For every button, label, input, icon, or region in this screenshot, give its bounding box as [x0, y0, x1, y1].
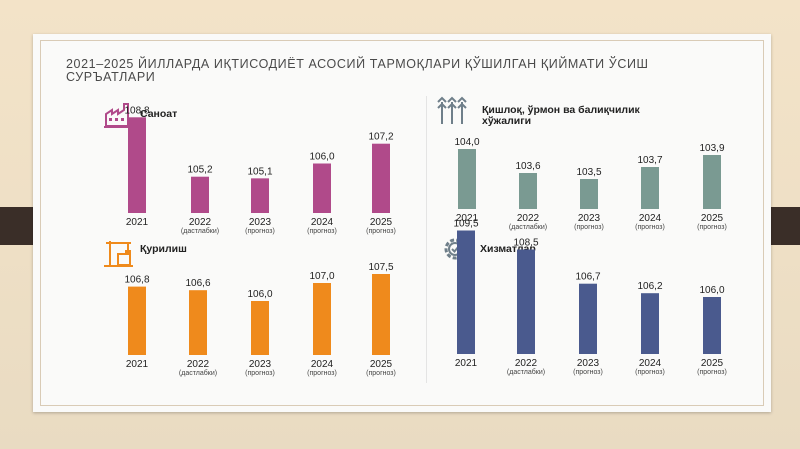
- bar: [641, 293, 659, 354]
- panel-divider: [426, 96, 427, 383]
- bar-value-label: 106,2: [637, 281, 662, 292]
- bar: [703, 155, 721, 209]
- x-tick-label: 2025: [370, 359, 393, 370]
- x-tick-note: (прогноз): [307, 228, 337, 235]
- x-tick-label: 2023: [249, 359, 272, 370]
- card-border: [40, 40, 764, 406]
- factory-icon: [104, 100, 134, 130]
- chart-title: Хизматлар: [480, 243, 536, 255]
- bar-value-label: 106,6: [185, 278, 210, 289]
- bar-value-label: 107,2: [368, 132, 393, 143]
- bar: [458, 149, 476, 209]
- bar-value-label: 103,6: [515, 161, 540, 172]
- chart-title: Саноат: [140, 108, 178, 120]
- x-tick-label: 2024: [639, 358, 662, 369]
- bar-value-label: 109,5: [453, 219, 478, 230]
- bar-value-label: 107,5: [368, 262, 393, 273]
- x-tick-label: 2022: [515, 358, 538, 369]
- x-tick-note: (прогноз): [573, 369, 603, 376]
- bar: [372, 143, 390, 213]
- bar: [251, 301, 269, 355]
- x-tick-note: (дастлабки): [179, 369, 217, 377]
- x-tick-note: (дастлабки): [181, 227, 219, 235]
- x-tick-label: 2024: [639, 213, 662, 224]
- bar-value-label: 103,7: [637, 155, 662, 166]
- x-tick-label: 2021: [456, 213, 479, 224]
- bar-value-label: 106,0: [247, 289, 272, 300]
- x-tick-label: 2022: [517, 213, 540, 224]
- x-tick-label: 2023: [578, 213, 601, 224]
- x-tick-note: (прогноз): [307, 370, 337, 377]
- page-title: 2021–2025 ЙИЛЛАРДА ИҚТИСОДИЁТ АСОСИЙ ТАР…: [66, 57, 649, 84]
- x-tick-label: 2023: [577, 358, 600, 369]
- crane-icon: [104, 238, 134, 268]
- construction-chart-panel: Қурилиш 106,8 2021 106,6 2022 (дастлабки) 106…: [100, 238, 410, 380]
- x-tick-note: (дастлабки): [509, 223, 547, 231]
- bar-chart: 106,82021106,62022(дастлабки)106,02023(п…: [124, 262, 396, 377]
- x-tick-label: 2021: [126, 217, 149, 228]
- bar-chart: 104,02021103,62022(дастлабки)103,52023(п…: [454, 137, 727, 231]
- bar-value-label: 108,8: [124, 105, 149, 116]
- bar: [313, 283, 331, 355]
- bar-value-label: 108,5: [513, 238, 538, 249]
- bar-value-label: 105,2: [187, 165, 212, 176]
- chart-title: Қишлоқ, ўрмон ва балиқчилик хўжалиги: [482, 104, 640, 127]
- bar: [313, 163, 331, 213]
- x-tick-label: 2025: [370, 217, 393, 228]
- bar: [189, 290, 207, 355]
- x-tick-note: (прогноз): [697, 224, 727, 231]
- x-tick-label: 2025: [701, 213, 724, 224]
- x-tick-note: (прогноз): [574, 224, 604, 231]
- x-tick-label: 2021: [126, 359, 149, 370]
- bar: [457, 230, 475, 354]
- x-tick-note: (прогноз): [245, 228, 275, 235]
- bar-value-label: 107,0: [309, 271, 334, 282]
- bar-value-label: 103,9: [699, 143, 724, 154]
- bar: [579, 283, 597, 354]
- bar-value-label: 104,0: [454, 137, 479, 148]
- bar: [191, 176, 209, 213]
- industry-chart-panel: Саноат 108,8 2021 105,2 2022 (дастлабки) 105,…: [100, 100, 410, 380]
- bar: [641, 167, 659, 209]
- bar-chart: 109,52021108,52022(дастлабки)106,72023(п…: [453, 219, 727, 377]
- agriculture-chart-panel: Қишлоқ, ўрмон ва балиқчилик хўжалиги 104…: [436, 96, 746, 380]
- x-tick-note: (прогноз): [635, 369, 665, 376]
- bar: [517, 249, 535, 354]
- bar: [703, 297, 721, 354]
- x-tick-note: (прогноз): [635, 224, 665, 231]
- services-chart-panel: Хизматлар 109,5 2021 108,5 2022 (дастлабки) 1…: [436, 219, 746, 380]
- x-tick-label: 2021: [455, 358, 478, 369]
- bar-value-label: 106,8: [124, 275, 149, 286]
- bar: [128, 286, 146, 355]
- x-tick-note: (прогноз): [697, 369, 727, 376]
- bar: [251, 178, 269, 213]
- wheat-icon: [436, 96, 467, 126]
- bar: [519, 173, 537, 209]
- x-tick-note: (прогноз): [366, 370, 396, 377]
- x-tick-label: 2024: [311, 359, 334, 370]
- x-tick-label: 2024: [311, 217, 334, 228]
- bar-value-label: 106,0: [309, 152, 334, 163]
- bar-value-label: 106,0: [699, 285, 724, 296]
- x-tick-note: (дастлабки): [507, 368, 545, 376]
- x-tick-note: (прогноз): [245, 370, 275, 377]
- bar-chart: 108,82021105,22022(дастлабки)105,12023(п…: [124, 105, 396, 235]
- x-tick-label: 2025: [701, 358, 724, 369]
- bar-value-label: 106,7: [575, 272, 600, 283]
- bar: [580, 179, 598, 209]
- x-tick-label: 2022: [189, 217, 212, 228]
- x-tick-label: 2022: [187, 359, 210, 370]
- x-tick-note: (прогноз): [366, 228, 396, 235]
- bar: [372, 274, 390, 355]
- x-tick-label: 2023: [249, 217, 272, 228]
- chart-title: Қурилиш: [140, 243, 187, 255]
- bar-value-label: 105,1: [247, 166, 272, 177]
- bar-value-label: 103,5: [576, 167, 601, 178]
- bar: [128, 117, 146, 213]
